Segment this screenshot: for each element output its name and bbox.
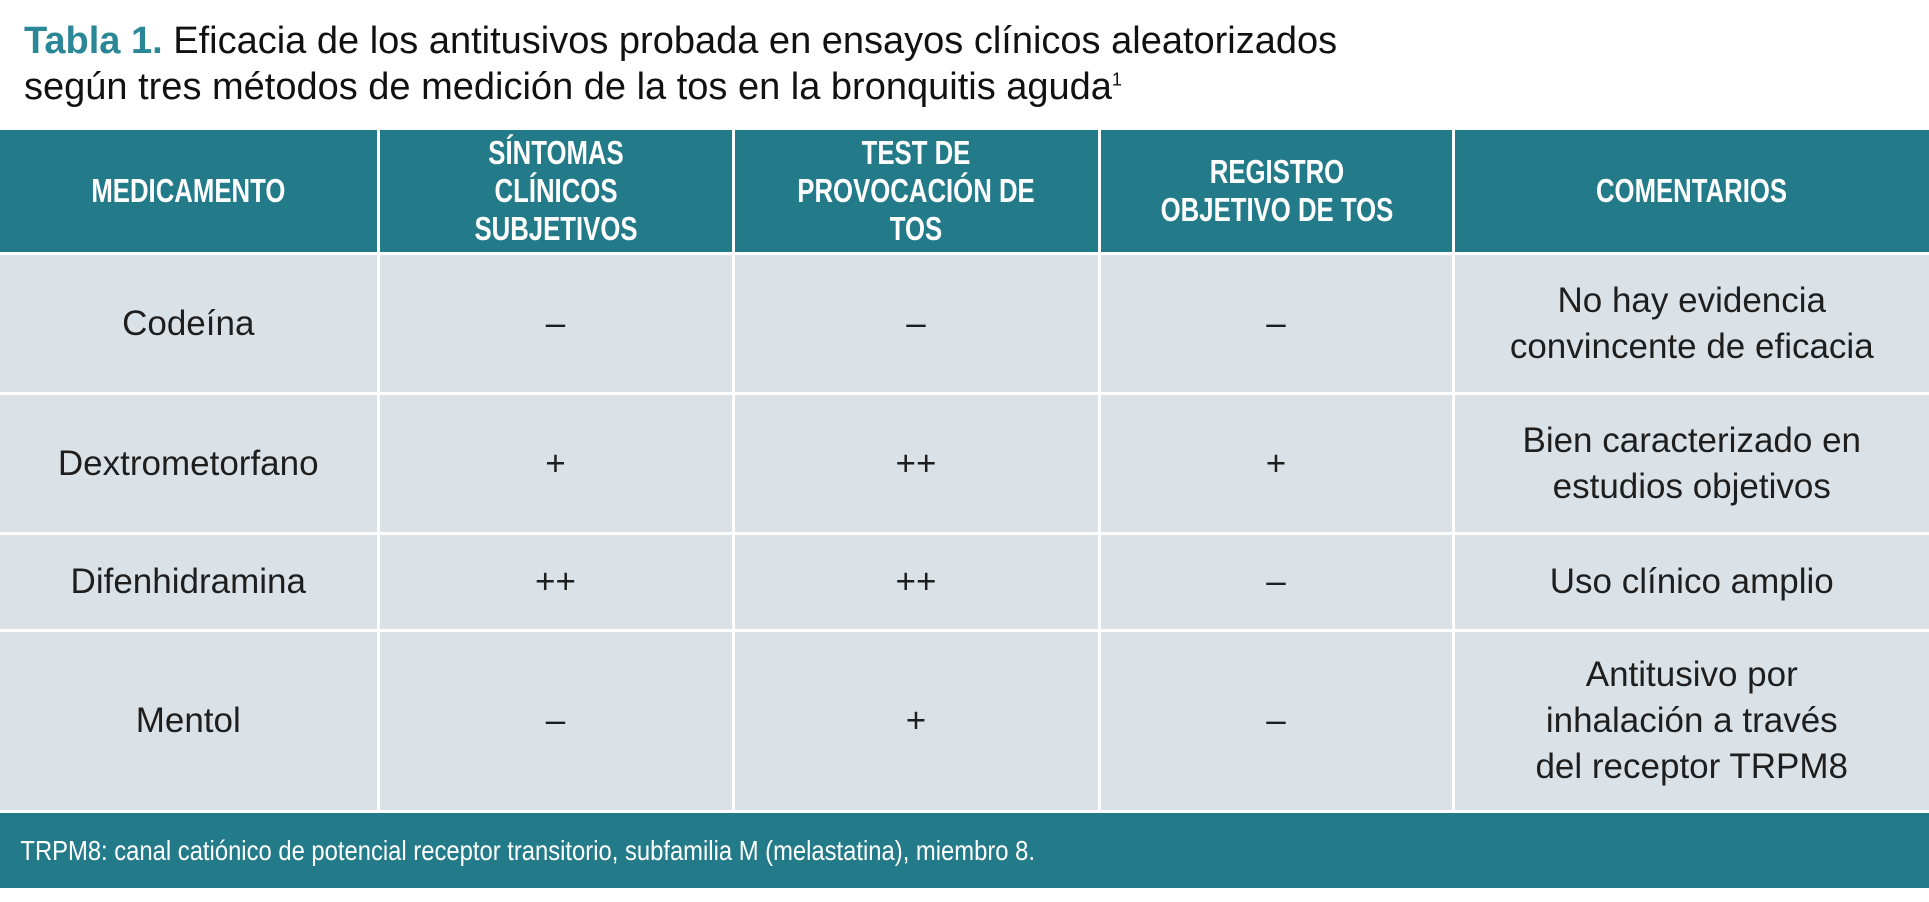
table-footnote: TRPM8: canal catiónico de potencial rece… [0,813,1929,888]
cell-drug: Codeína [0,252,380,395]
table-row: Dextrometorfano + ++ + Bien caracterizad… [0,392,1929,535]
cell-drug: Dextrometorfano [0,392,380,535]
cell-objective: – [1097,532,1455,632]
cell-symptoms: ++ [376,532,735,632]
cell-provocation: – [731,252,1101,395]
cell-comment: Antitusivo por inhalación a través del r… [1451,629,1929,813]
cell-provocation: + [731,629,1101,813]
cell-provocation: ++ [731,392,1101,535]
table-row: Difenhidramina ++ ++ – Uso clínico ampli… [0,532,1929,632]
footnote-ref: 1 [1111,69,1122,90]
cell-objective: – [1097,252,1455,395]
table-title: Tabla 1. Eficacia de los antitusivos pro… [24,18,1337,110]
cell-drug: Difenhidramina [0,532,380,632]
header-medicamento: MEDICAMENTO [0,127,380,255]
header-test: TEST DE PROVOCACIÓN DE TOS [731,127,1101,255]
cell-comment: Bien caracterizado en estudios objetivos [1451,392,1929,535]
table-row: Mentol – + – Antitusivo por inhalación a… [0,629,1929,813]
title-line-2: según tres métodos de medición de la tos… [24,66,1112,108]
table-row: Codeína – – – No hay evidencia convincen… [0,252,1929,395]
cell-symptoms: – [376,629,735,813]
efficacy-table: MEDICAMENTO SÍNTOMAS CLÍNICOS SUBJETIVOS… [0,127,1929,813]
table-label: Tabla 1. [24,20,163,62]
cell-drug: Mentol [0,629,380,813]
header-comentarios: COMENTARIOS [1451,127,1929,255]
title-line-1: Eficacia de los antitusivos probada en e… [173,20,1338,62]
cell-objective: – [1097,629,1455,813]
cell-symptoms: – [376,252,735,395]
cell-symptoms: + [376,392,735,535]
header-registro: REGISTRO OBJETIVO DE TOS [1097,127,1455,255]
header-row: MEDICAMENTO SÍNTOMAS CLÍNICOS SUBJETIVOS… [0,127,1929,255]
cell-comment: Uso clínico amplio [1451,532,1929,632]
cell-objective: + [1097,392,1455,535]
header-sintomas: SÍNTOMAS CLÍNICOS SUBJETIVOS [376,127,735,255]
cell-provocation: ++ [731,532,1101,632]
cell-comment: No hay evidencia convincente de eficacia [1451,252,1929,395]
